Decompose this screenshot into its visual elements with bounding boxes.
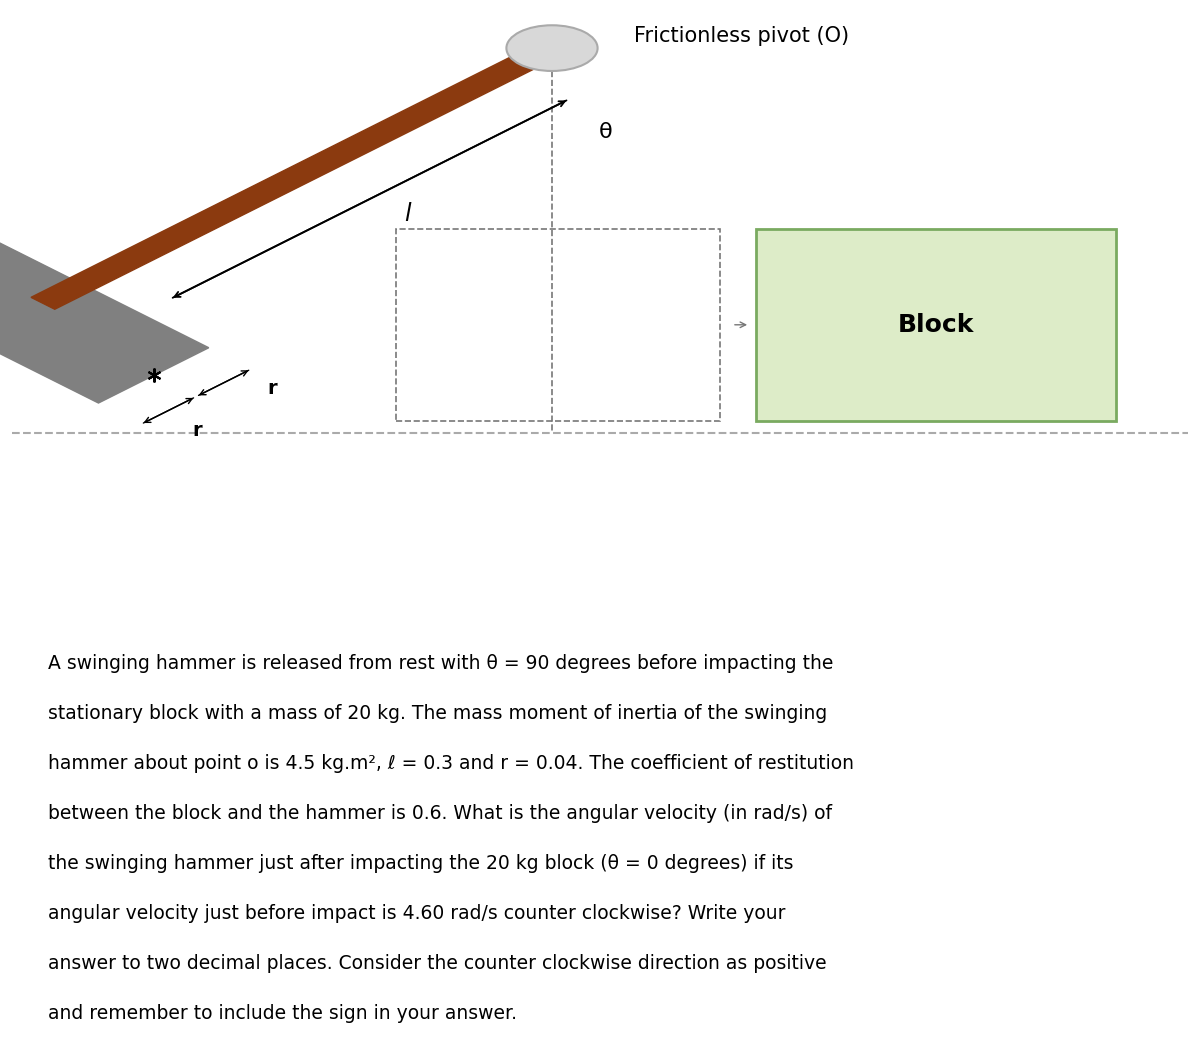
Text: hammer about point ᴏ is 4.5 kg.m², ℓ = 0.3 and r = 0.04. The coefficient of rest: hammer about point ᴏ is 4.5 kg.m², ℓ = 0… xyxy=(48,754,854,773)
Text: r: r xyxy=(192,421,202,440)
Text: answer to two decimal places. Consider the counter clockwise direction as positi: answer to two decimal places. Consider t… xyxy=(48,954,827,974)
Text: and remember to include the sign in your answer.: and remember to include the sign in your… xyxy=(48,1004,517,1024)
Text: r: r xyxy=(268,379,277,397)
Text: Block: Block xyxy=(898,313,974,337)
Circle shape xyxy=(506,25,598,71)
Text: θ: θ xyxy=(599,122,613,142)
Text: the swinging hammer just after impacting the 20 kg block (θ = 0 degrees) if its: the swinging hammer just after impacting… xyxy=(48,854,793,873)
Bar xyxy=(396,228,720,421)
Polygon shape xyxy=(31,43,564,309)
Text: angular velocity just before impact is 4.60 rad/s counter clockwise? Write your: angular velocity just before impact is 4… xyxy=(48,904,786,923)
Text: l: l xyxy=(404,202,412,226)
Text: between the block and the hammer is 0.6. What is the angular velocity (in rad/s): between the block and the hammer is 0.6.… xyxy=(48,804,832,823)
Text: Frictionless pivot (O): Frictionless pivot (O) xyxy=(634,26,848,46)
Text: A swinging hammer is released from rest with θ = 90 degrees before impacting the: A swinging hammer is released from rest … xyxy=(48,653,833,673)
Polygon shape xyxy=(0,220,209,403)
Bar xyxy=(756,228,1116,421)
Text: stationary block with a mass of 20 kg. The mass moment of inertia of the swingin: stationary block with a mass of 20 kg. T… xyxy=(48,704,827,723)
